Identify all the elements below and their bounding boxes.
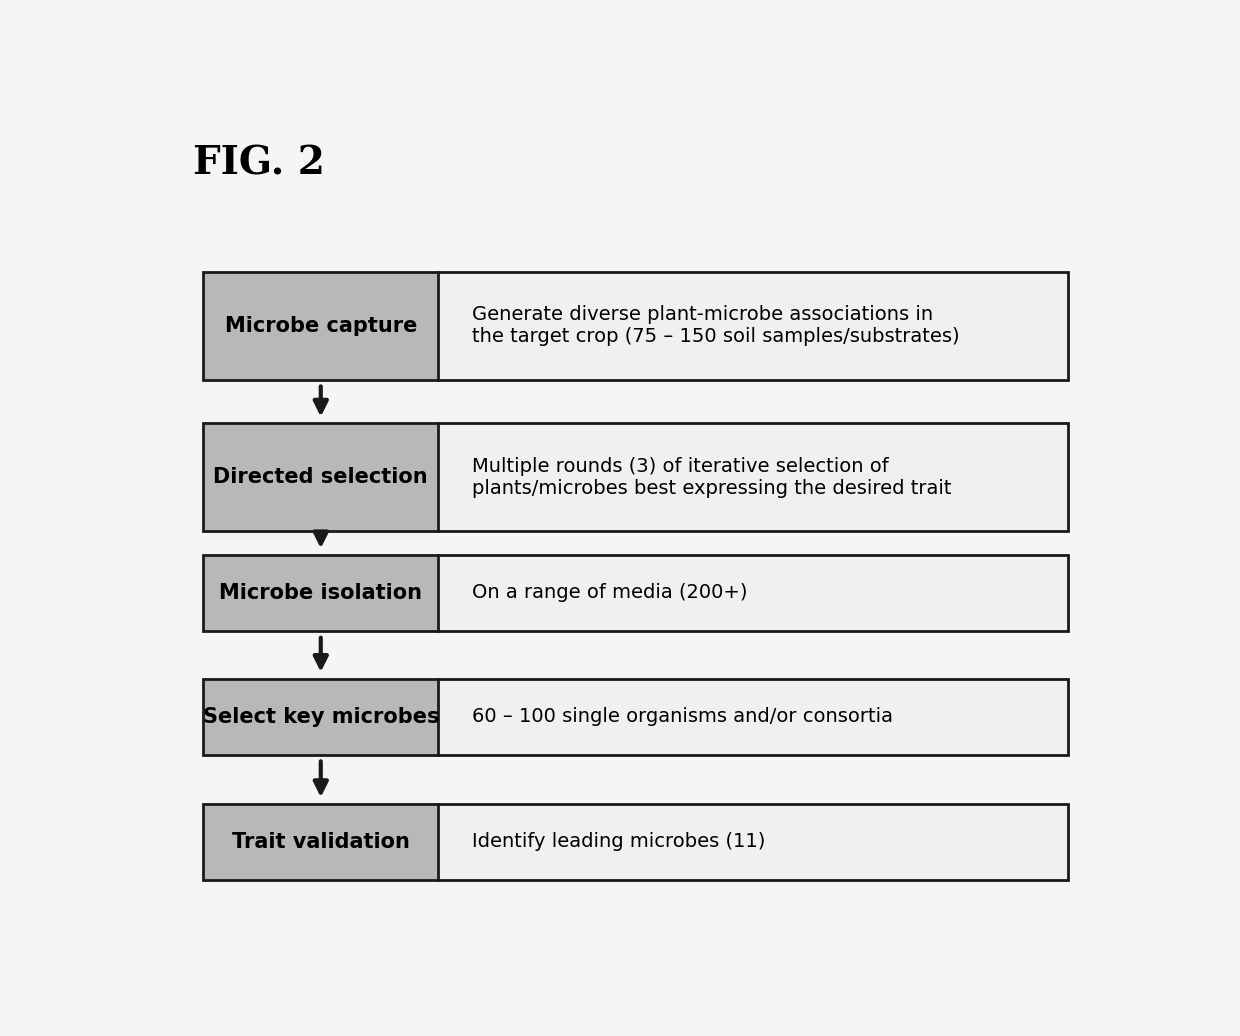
Text: Identify leading microbes (11): Identify leading microbes (11) (472, 832, 765, 852)
Bar (203, 555, 439, 631)
Text: FIG. 2: FIG. 2 (193, 144, 325, 182)
Text: Generate diverse plant-microbe associations in
the target crop (75 – 150 soil sa: Generate diverse plant-microbe associati… (472, 306, 960, 346)
Bar (439, 555, 1068, 631)
Text: On a range of media (200+): On a range of media (200+) (472, 583, 748, 603)
Bar (439, 804, 1068, 880)
Bar (439, 271, 1068, 379)
Bar (203, 424, 439, 531)
Bar (203, 804, 439, 880)
Text: Select key microbes: Select key microbes (202, 707, 439, 726)
Bar (203, 424, 1068, 531)
Bar (439, 424, 1068, 531)
Text: Multiple rounds (3) of iterative selection of
plants/microbes best expressing th: Multiple rounds (3) of iterative selecti… (472, 457, 951, 498)
Bar (203, 804, 1068, 880)
Text: Microbe capture: Microbe capture (224, 316, 417, 336)
Text: Trait validation: Trait validation (232, 832, 409, 852)
Bar (203, 679, 439, 754)
Bar (203, 555, 1068, 631)
Text: Microbe isolation: Microbe isolation (219, 583, 423, 603)
Bar (439, 679, 1068, 754)
Text: Directed selection: Directed selection (213, 467, 428, 487)
Text: 60 – 100 single organisms and/or consortia: 60 – 100 single organisms and/or consort… (472, 708, 893, 726)
Bar (203, 271, 1068, 379)
Bar (203, 271, 439, 379)
Bar (203, 679, 1068, 754)
